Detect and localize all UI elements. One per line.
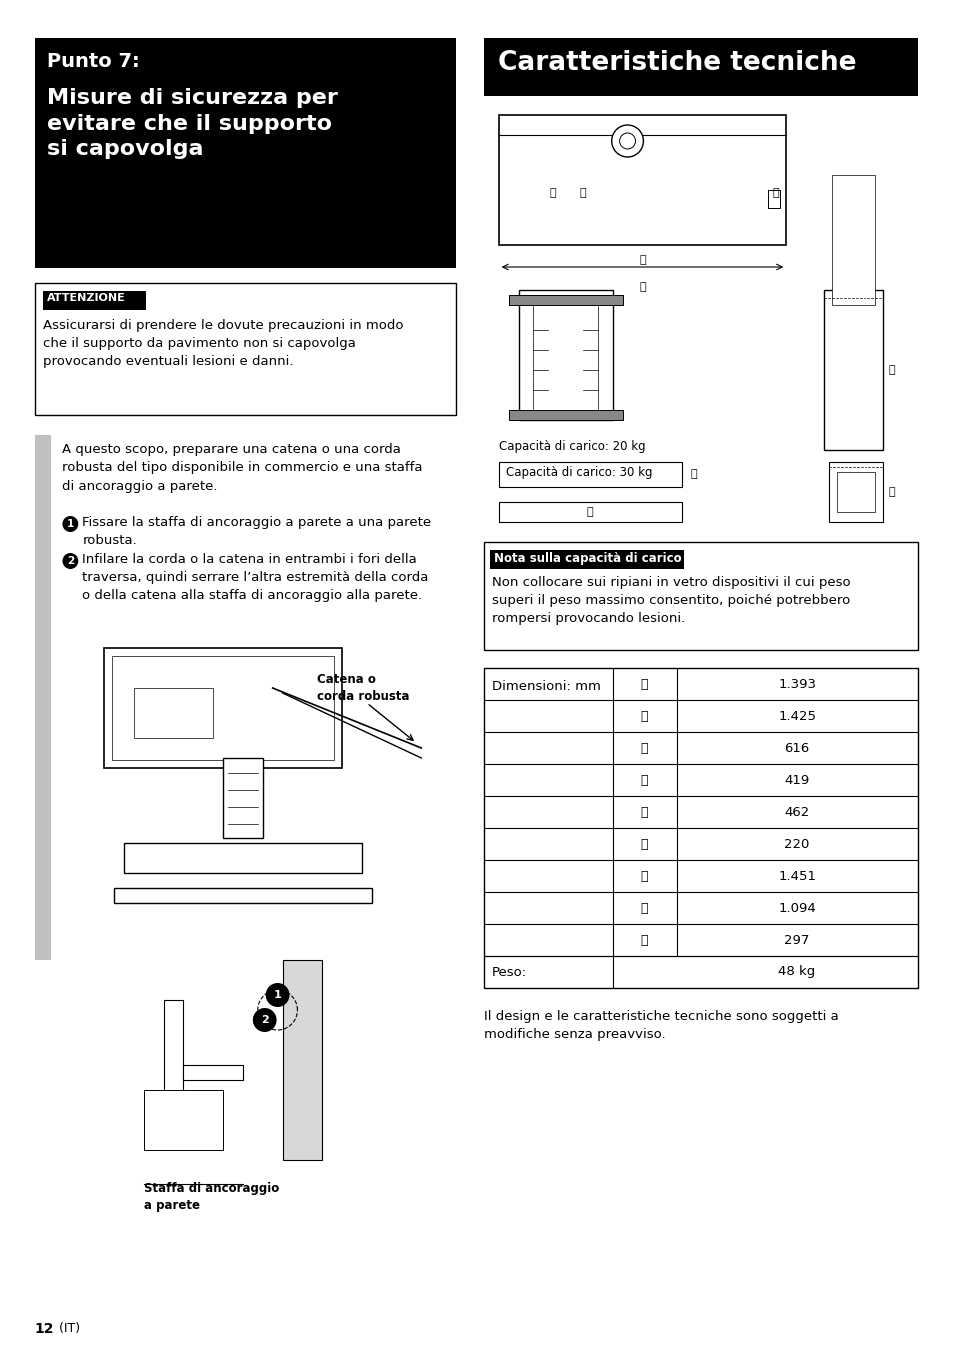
Text: Ⓔ: Ⓔ bbox=[549, 188, 556, 199]
Text: Ⓐ: Ⓐ bbox=[639, 255, 645, 265]
Bar bbox=[483, 38, 917, 96]
Circle shape bbox=[62, 516, 78, 532]
Bar bbox=[183, 1065, 243, 1079]
Bar bbox=[34, 282, 456, 415]
Bar bbox=[34, 38, 456, 267]
Circle shape bbox=[266, 984, 289, 1006]
Text: Capacità di carico: 30 kg: Capacità di carico: 30 kg bbox=[505, 466, 652, 480]
Bar bbox=[124, 843, 361, 873]
Bar bbox=[133, 688, 213, 738]
Text: Peso:: Peso: bbox=[491, 966, 526, 978]
Text: 1.425: 1.425 bbox=[778, 709, 815, 723]
Text: Catena o
corda robusta: Catena o corda robusta bbox=[317, 673, 410, 703]
Text: Ⓒ: Ⓒ bbox=[640, 742, 647, 754]
Text: 2: 2 bbox=[260, 1015, 269, 1025]
Text: Ⓔ: Ⓔ bbox=[640, 805, 647, 819]
Text: Punto 7:: Punto 7: bbox=[47, 51, 139, 72]
Circle shape bbox=[619, 132, 635, 149]
Text: A questo scopo, preparare una catena o una corda
robusta del tipo disponibile in: A questo scopo, preparare una catena o u… bbox=[62, 443, 422, 493]
Text: Ⓖ: Ⓖ bbox=[640, 870, 647, 882]
Bar bbox=[483, 542, 917, 650]
Text: Ⓕ: Ⓕ bbox=[640, 838, 647, 851]
Bar bbox=[54, 628, 431, 923]
Bar bbox=[112, 657, 334, 761]
Text: 462: 462 bbox=[783, 805, 809, 819]
Bar bbox=[836, 471, 875, 512]
Text: Non collocare sui ripiani in vetro dispositivi il cui peso
superi il peso massim: Non collocare sui ripiani in vetro dispo… bbox=[491, 576, 849, 626]
Text: Ⓐ: Ⓐ bbox=[640, 677, 647, 690]
Text: Staffa di ancoraggio
a parete: Staffa di ancoraggio a parete bbox=[144, 1182, 278, 1212]
Bar bbox=[163, 1000, 183, 1129]
Bar bbox=[43, 290, 146, 309]
Bar bbox=[828, 462, 882, 521]
Text: 220: 220 bbox=[783, 838, 809, 851]
Bar bbox=[508, 295, 622, 305]
Bar bbox=[518, 290, 612, 420]
Text: Ⓘ: Ⓘ bbox=[640, 934, 647, 947]
Bar bbox=[498, 503, 681, 521]
Bar bbox=[831, 176, 875, 305]
Text: Ⓗ: Ⓗ bbox=[640, 901, 647, 915]
Text: Caratteristiche tecniche: Caratteristiche tecniche bbox=[497, 50, 855, 76]
Text: Ⓒ: Ⓒ bbox=[772, 188, 779, 199]
Text: Fissare la staffa di ancoraggio a parete a una parete
robusta.: Fissare la staffa di ancoraggio a parete… bbox=[82, 516, 431, 547]
Text: 1.393: 1.393 bbox=[778, 677, 815, 690]
Text: Nota sulla capacità di carico: Nota sulla capacità di carico bbox=[494, 553, 680, 565]
Text: 2: 2 bbox=[67, 557, 74, 566]
Text: ATTENZIONE: ATTENZIONE bbox=[47, 293, 125, 303]
Text: Ⓗ: Ⓗ bbox=[887, 365, 894, 376]
Bar bbox=[498, 115, 785, 245]
Text: Ⓑ: Ⓑ bbox=[640, 709, 647, 723]
Text: Ⓓ: Ⓓ bbox=[579, 188, 586, 199]
Text: 616: 616 bbox=[783, 742, 809, 754]
Text: Dimensioni: mm: Dimensioni: mm bbox=[491, 680, 600, 693]
Text: (IT): (IT) bbox=[54, 1323, 79, 1335]
Bar bbox=[508, 409, 622, 420]
Text: Ⓕ: Ⓕ bbox=[689, 469, 696, 480]
Circle shape bbox=[253, 1008, 276, 1032]
Text: Assicurarsi di prendere le dovute precauzioni in modo
che il supporto da pavimen: Assicurarsi di prendere le dovute precau… bbox=[43, 319, 403, 367]
Text: 297: 297 bbox=[783, 934, 809, 947]
Text: Ⓘ: Ⓘ bbox=[887, 486, 894, 497]
Text: Il design e le caratteristiche tecniche sono soggetti a
modifiche senza preavvis: Il design e le caratteristiche tecniche … bbox=[483, 1011, 838, 1042]
Text: Infilare la corda o la catena in entrambi i fori della
traversa, quindi serrare : Infilare la corda o la catena in entramb… bbox=[82, 553, 428, 603]
Text: Ⓓ: Ⓓ bbox=[640, 774, 647, 786]
Text: 48 kg: 48 kg bbox=[778, 966, 815, 978]
Bar bbox=[34, 435, 51, 961]
Bar bbox=[767, 190, 780, 208]
Bar bbox=[483, 667, 917, 988]
Text: Ⓖ: Ⓖ bbox=[586, 507, 593, 517]
Text: 1: 1 bbox=[274, 990, 281, 1000]
Bar bbox=[223, 758, 262, 838]
Text: 12: 12 bbox=[34, 1323, 54, 1336]
Circle shape bbox=[611, 126, 642, 157]
Bar bbox=[104, 648, 342, 767]
Bar bbox=[133, 961, 332, 1161]
Text: Capacità di carico: 20 kg: Capacità di carico: 20 kg bbox=[498, 440, 644, 453]
Bar bbox=[489, 550, 683, 569]
Text: 1: 1 bbox=[67, 519, 74, 530]
Text: 1.451: 1.451 bbox=[778, 870, 815, 882]
Text: Ⓑ: Ⓑ bbox=[639, 282, 645, 292]
Bar bbox=[498, 462, 681, 486]
Text: Misure di sicurezza per
evitare che il supporto
si capovolga: Misure di sicurezza per evitare che il s… bbox=[47, 88, 337, 159]
Bar bbox=[823, 290, 882, 450]
Circle shape bbox=[62, 553, 78, 569]
Text: 1.094: 1.094 bbox=[778, 901, 815, 915]
Text: 419: 419 bbox=[783, 774, 809, 786]
Bar bbox=[144, 1090, 223, 1150]
Bar bbox=[114, 888, 372, 902]
Bar bbox=[282, 961, 322, 1161]
